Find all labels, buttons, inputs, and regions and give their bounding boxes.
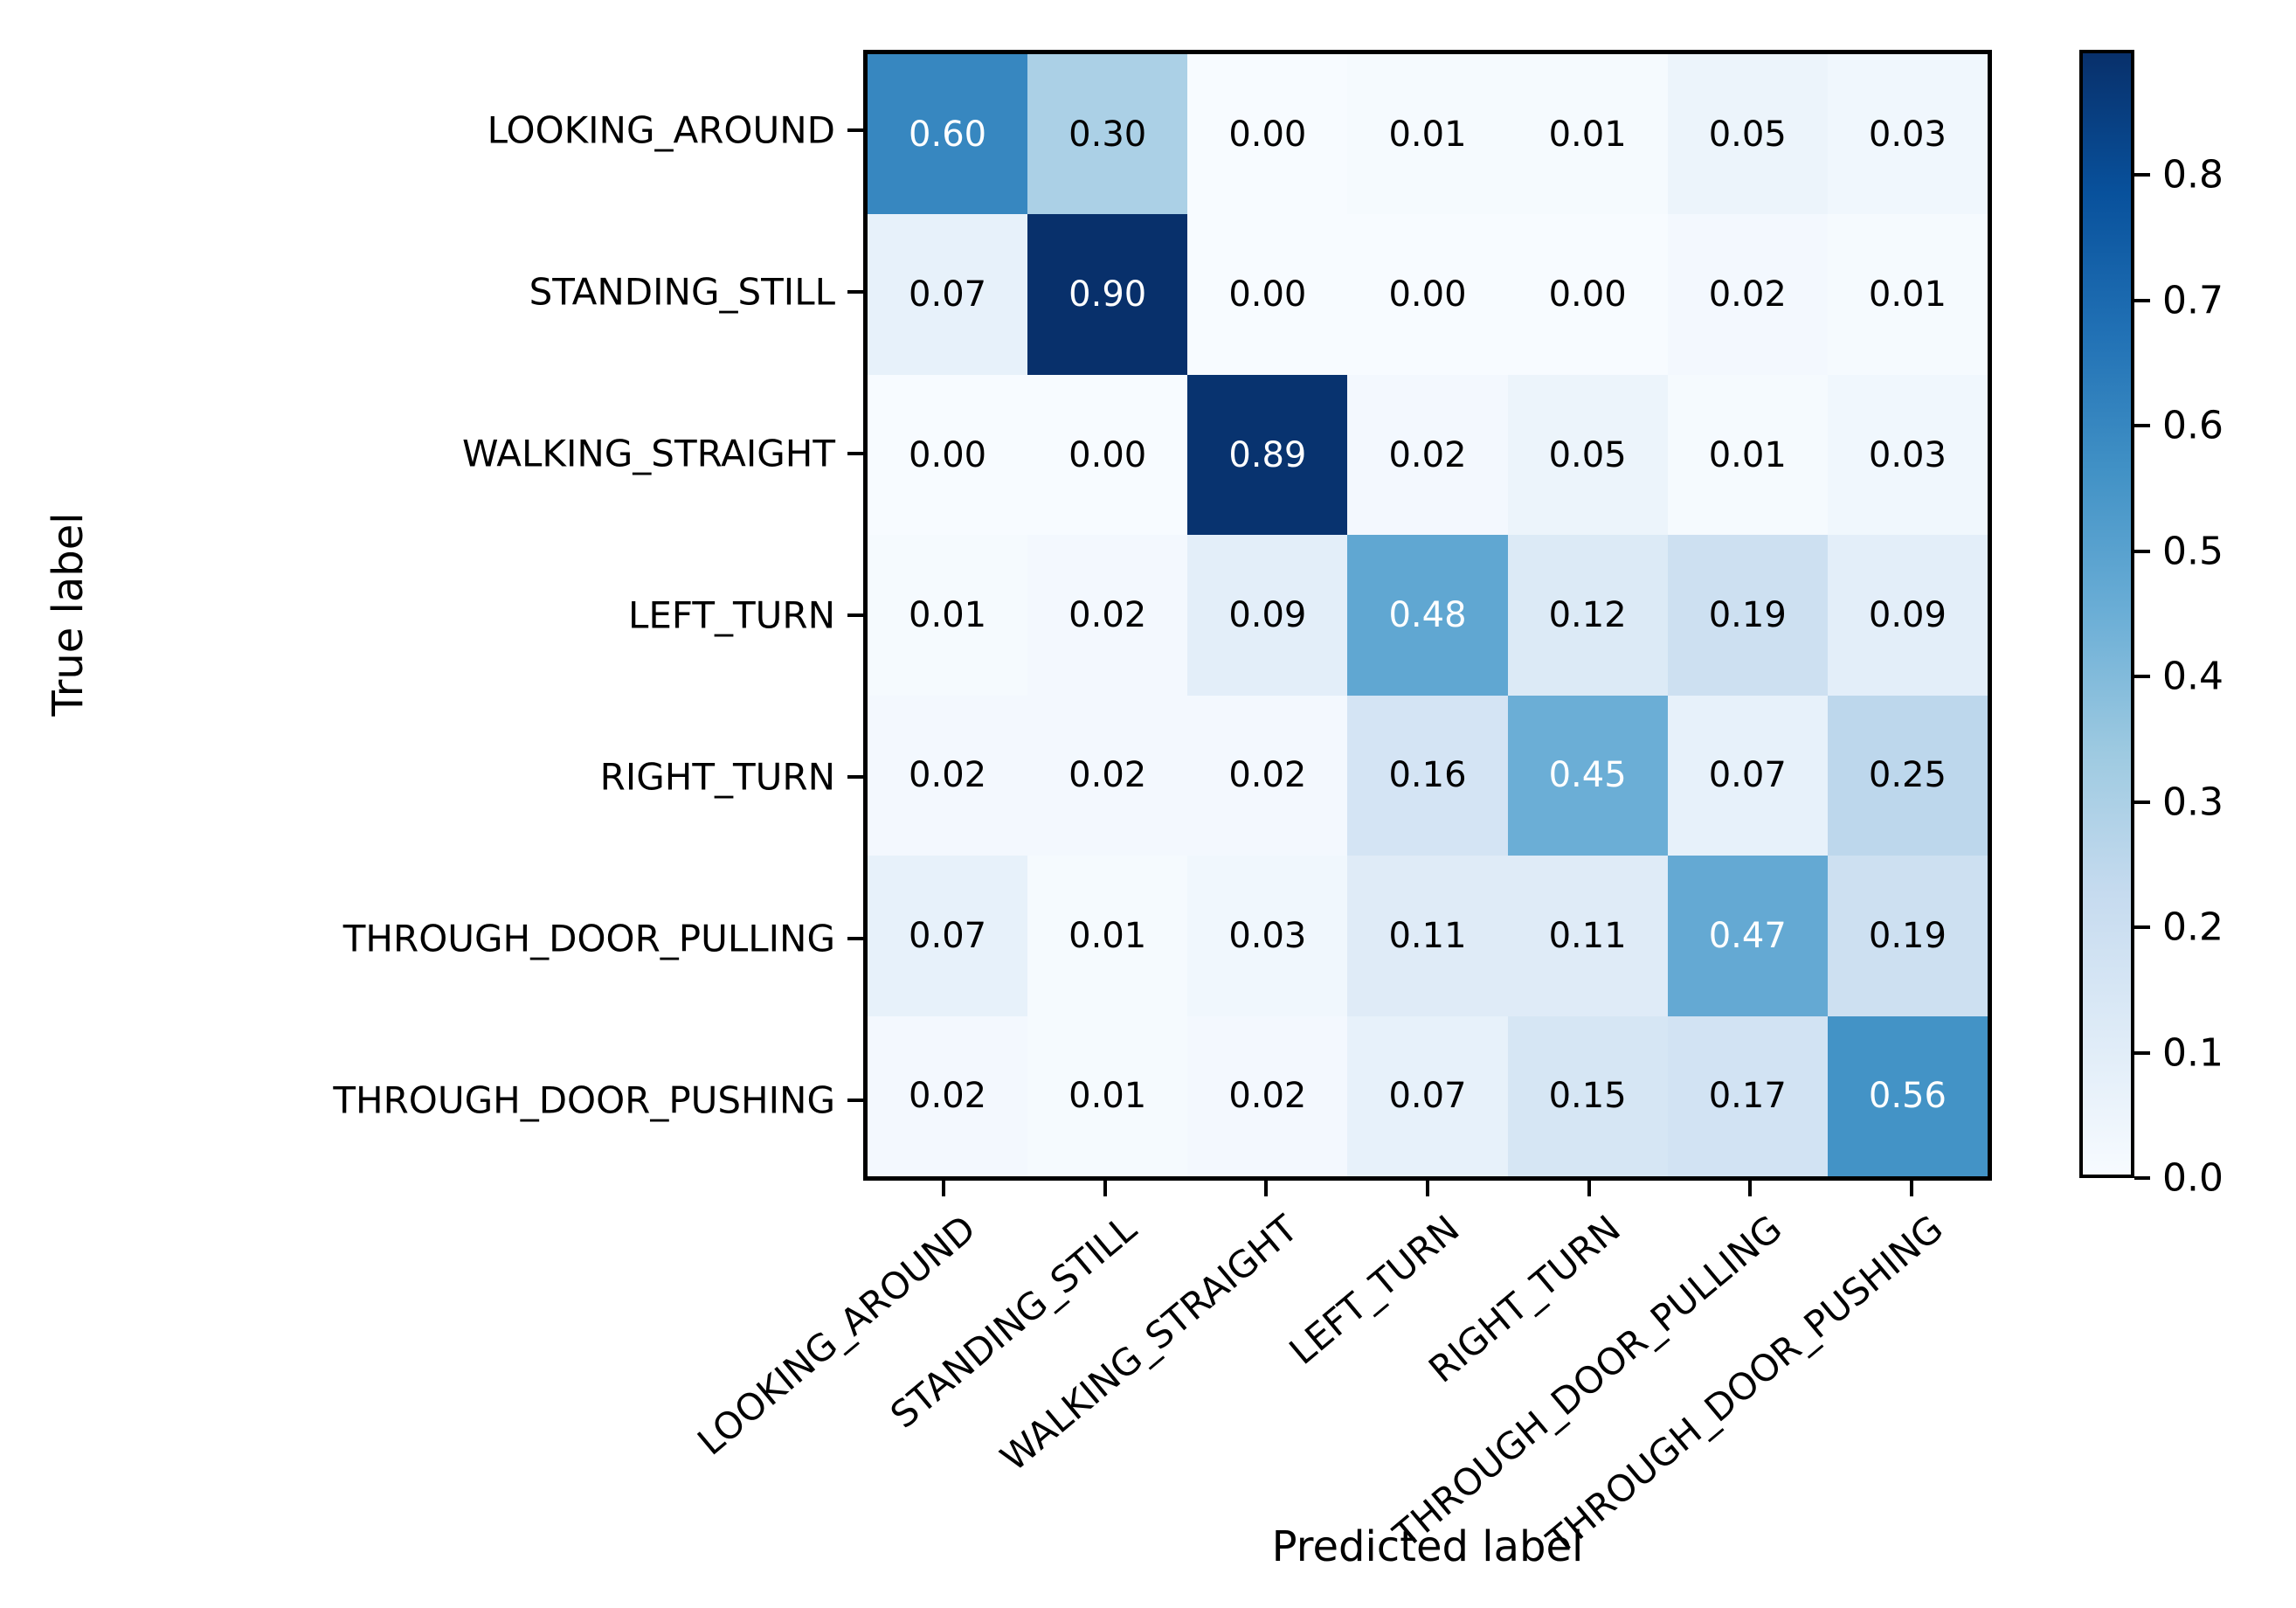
matrix-cell: 0.56 xyxy=(1827,1015,1988,1176)
tick-mark xyxy=(2134,925,2150,930)
colorbar-tick-label: 0.7 xyxy=(2162,278,2223,323)
tick-mark xyxy=(1103,1181,1107,1196)
x-axis-title: Predicted label xyxy=(1271,1522,1584,1571)
matrix-cell: 0.03 xyxy=(1187,856,1348,1016)
matrix-cell: 0.11 xyxy=(1347,856,1508,1016)
matrix-cell: 0.17 xyxy=(1667,1015,1828,1176)
matrix-cell: 0.03 xyxy=(1827,54,1988,215)
matrix-cell: 0.01 xyxy=(1667,374,1828,536)
colorbar xyxy=(2079,50,2134,1178)
tick-mark xyxy=(942,1181,946,1196)
colorbar-tick-label: 0.4 xyxy=(2162,654,2223,699)
tick-mark xyxy=(1264,1181,1269,1196)
matrix-cell: 0.00 xyxy=(1187,54,1348,215)
x-tick-label: WALKING_STRAIGHT xyxy=(992,1207,1306,1480)
matrix-cell: 0.45 xyxy=(1507,695,1668,856)
matrix-cell: 0.01 xyxy=(1827,214,1988,375)
matrix-cell: 0.02 xyxy=(1187,695,1348,856)
colorbar-tick-label: 0.5 xyxy=(2162,529,2223,574)
tick-mark xyxy=(847,1098,863,1102)
matrix-cell: 0.09 xyxy=(1187,535,1348,696)
matrix-cell: 0.60 xyxy=(868,54,1028,215)
matrix-cell: 0.01 xyxy=(1027,856,1188,1016)
tick-mark xyxy=(1909,1181,1913,1196)
tick-mark xyxy=(847,613,863,617)
matrix-cell: 0.03 xyxy=(1827,374,1988,536)
matrix-cell: 0.00 xyxy=(868,374,1028,536)
matrix-cell: 0.05 xyxy=(1667,54,1828,215)
tick-mark xyxy=(847,452,863,456)
matrix-cell: 0.07 xyxy=(868,856,1028,1016)
matrix-cell: 0.00 xyxy=(1027,374,1188,536)
matrix-cell: 0.15 xyxy=(1507,1015,1668,1176)
colorbar-tick-label: 0.2 xyxy=(2162,904,2223,950)
matrix-cell: 0.02 xyxy=(868,695,1028,856)
confusion-matrix-heatmap: 0.60 0.30 0.00 0.01 0.01 0.05 0.03 0.07 0.90 0.00… xyxy=(863,50,1992,1181)
matrix-cell: 0.05 xyxy=(1507,374,1668,536)
matrix-cell: 0.01 xyxy=(1027,1015,1188,1176)
tick-mark xyxy=(847,128,863,133)
matrix-cell: 0.47 xyxy=(1667,856,1828,1016)
tick-mark xyxy=(2134,549,2150,553)
matrix-cell: 0.07 xyxy=(1667,695,1828,856)
matrix-cell: 0.01 xyxy=(1507,54,1668,215)
matrix-cell: 0.02 xyxy=(868,1015,1028,1176)
y-tick-label: THROUGH_DOOR_PULLING xyxy=(342,917,835,960)
colorbar-tick-label: 0.6 xyxy=(2162,403,2223,448)
tick-mark xyxy=(2134,1176,2150,1180)
tick-mark xyxy=(847,936,863,940)
matrix-cell: 0.30 xyxy=(1027,54,1188,215)
colorbar-tick-label: 0.1 xyxy=(2162,1030,2223,1076)
tick-mark xyxy=(847,774,863,779)
matrix-cell: 0.02 xyxy=(1027,695,1188,856)
matrix-cell: 0.02 xyxy=(1347,374,1508,536)
tick-mark xyxy=(1426,1181,1429,1196)
matrix-cell: 0.00 xyxy=(1347,214,1508,375)
y-tick-label: THROUGH_DOOR_PUSHING xyxy=(333,1078,835,1122)
tick-mark xyxy=(2134,298,2150,302)
y-tick-label: RIGHT_TURN xyxy=(599,755,835,799)
tick-mark xyxy=(1587,1181,1591,1196)
matrix-cell: 0.89 xyxy=(1187,374,1348,536)
matrix-cell: 0.12 xyxy=(1507,535,1668,696)
matrix-cell: 0.19 xyxy=(1827,856,1988,1016)
colorbar-tick-label: 0.3 xyxy=(2162,780,2223,825)
tick-mark xyxy=(1748,1181,1753,1196)
y-tick-label: WALKING_STRAIGHT xyxy=(462,432,835,475)
matrix-cell: 0.00 xyxy=(1507,214,1668,375)
y-tick-label: STANDING_STILL xyxy=(529,270,835,314)
colorbar-tick-label: 0.0 xyxy=(2162,1155,2223,1201)
tick-mark xyxy=(2134,173,2150,177)
matrix-cell: 0.09 xyxy=(1827,535,1988,696)
tick-mark xyxy=(2134,424,2150,428)
matrix-cell: 0.48 xyxy=(1347,535,1508,696)
tick-mark xyxy=(2134,800,2150,804)
matrix-cell: 0.07 xyxy=(1347,1015,1508,1176)
matrix-cell: 0.02 xyxy=(1027,535,1188,696)
matrix-cell: 0.00 xyxy=(1187,214,1348,375)
y-tick-label: LEFT_TURN xyxy=(627,593,835,637)
tick-mark xyxy=(2134,1050,2150,1055)
y-axis-title: True label xyxy=(44,512,93,717)
matrix-cell: 0.19 xyxy=(1667,535,1828,696)
matrix-cell: 0.25 xyxy=(1827,695,1988,856)
x-tick-label: LOOKING_AROUND xyxy=(689,1207,984,1464)
matrix-cell: 0.02 xyxy=(1187,1015,1348,1176)
matrix-cell: 0.11 xyxy=(1507,856,1668,1016)
matrix-cell: 0.01 xyxy=(868,535,1028,696)
colorbar-tick-label: 0.8 xyxy=(2162,152,2223,198)
tick-mark xyxy=(847,290,863,295)
matrix-cell: 0.01 xyxy=(1347,54,1508,215)
matrix-cell: 0.90 xyxy=(1027,214,1188,375)
y-tick-label: LOOKING_AROUND xyxy=(487,108,835,152)
matrix-cell: 0.07 xyxy=(868,214,1028,375)
matrix-cell: 0.02 xyxy=(1667,214,1828,375)
tick-mark xyxy=(2134,675,2150,679)
matrix-cell: 0.16 xyxy=(1347,695,1508,856)
